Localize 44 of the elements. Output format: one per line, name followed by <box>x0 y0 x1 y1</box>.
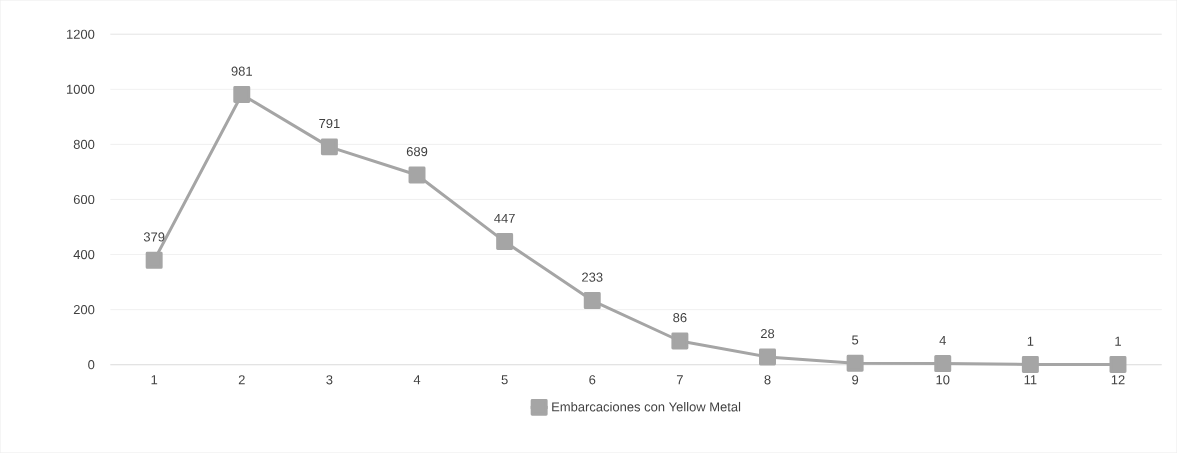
data-label: 379 <box>143 232 165 242</box>
y-tick-label: 400 <box>73 249 95 260</box>
y-tick-label: 600 <box>73 194 95 205</box>
data-label: 689 <box>406 146 428 157</box>
x-tick-label: 4 <box>413 375 421 385</box>
x-tick-label: 12 <box>1111 375 1125 385</box>
x-tick-label: 2 <box>238 375 245 385</box>
point <box>583 292 601 310</box>
point <box>496 233 514 251</box>
data-label: 791 <box>319 118 340 129</box>
data-label: 1 <box>1115 336 1121 346</box>
point <box>320 138 338 156</box>
data-label: 1 <box>1027 336 1034 346</box>
data-label: 4 <box>939 335 946 345</box>
point <box>145 251 163 269</box>
x-tick-label: 6 <box>589 375 596 385</box>
y-tick-label: 1200 <box>66 29 95 39</box>
point <box>1109 355 1127 373</box>
y-tick-label: 0 <box>88 360 95 370</box>
point <box>846 354 864 372</box>
x-tick-label: 5 <box>501 375 508 385</box>
x-tick-label: 9 <box>852 375 859 385</box>
x-tick-label: 7 <box>676 375 683 385</box>
x-tick-label: 1 <box>151 375 158 385</box>
y-tick-label: 200 <box>73 305 95 315</box>
legend-label: Embarcaciones con Yellow Metal <box>552 401 741 412</box>
data-label: 447 <box>494 213 515 223</box>
data-label: 233 <box>582 272 603 282</box>
data-label: 86 <box>673 313 687 323</box>
point <box>233 86 251 104</box>
data-label: 981 <box>231 66 252 76</box>
data-label: 28 <box>760 329 775 339</box>
data-label: 5 <box>852 335 859 345</box>
point <box>1021 355 1039 373</box>
x-tick-label: 8 <box>764 375 771 385</box>
point <box>934 355 952 373</box>
x-tick-label: 10 <box>936 375 950 385</box>
y-tick-label: 800 <box>73 139 95 149</box>
point <box>671 332 689 350</box>
point <box>408 166 426 184</box>
x-tick-label: 11 <box>1024 375 1037 385</box>
y-tick-label: 1000 <box>66 84 95 94</box>
x-tick-label: 3 <box>326 375 333 385</box>
point <box>759 348 776 366</box>
